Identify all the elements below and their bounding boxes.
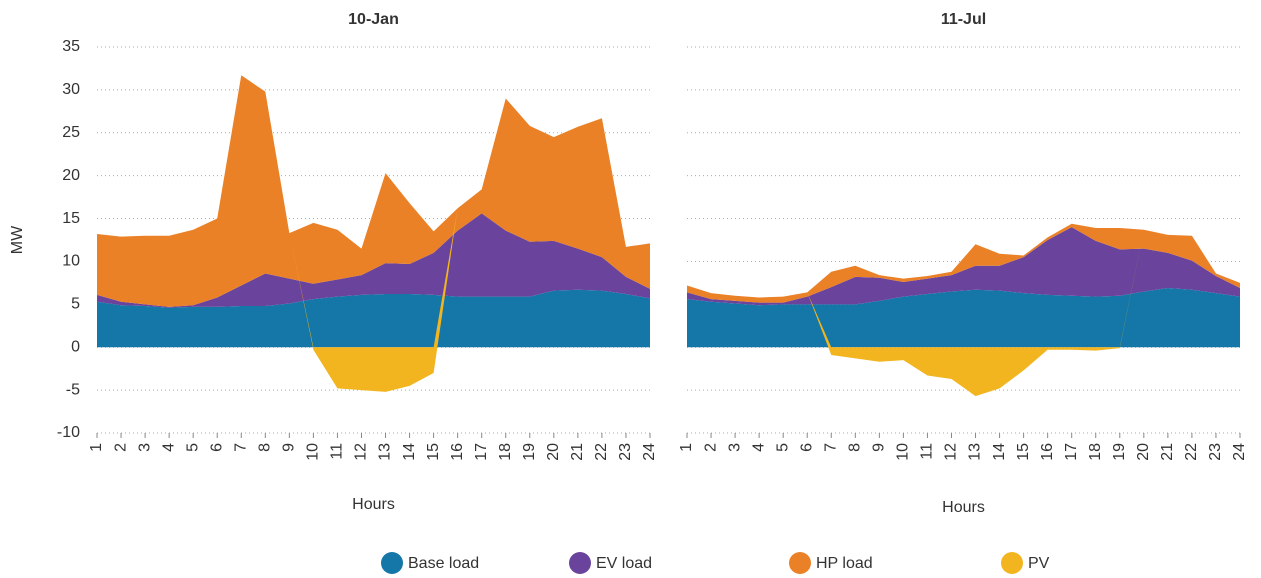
area (97, 289, 650, 348)
x-tick-label: 15 (1015, 443, 1032, 461)
x-axis-label: Hours (352, 496, 395, 513)
legend-swatch (789, 552, 811, 574)
x-tick-label: 2 (112, 443, 129, 452)
legend-swatch (569, 552, 591, 574)
area (687, 288, 1240, 348)
y-tick-label: 0 (71, 338, 80, 355)
x-tick-label: 19 (521, 443, 538, 461)
x-tick-label: 11 (919, 443, 936, 460)
x-tick-label: 13 (377, 443, 394, 461)
x-tick-label: 14 (401, 443, 418, 461)
x-tick-label: 7 (232, 443, 249, 452)
x-tick-label: 1 (678, 443, 695, 452)
x-tick-label: 17 (473, 443, 490, 461)
x-tick-label: 10 (305, 443, 322, 461)
area (97, 75, 650, 307)
y-tick-label: 35 (62, 38, 80, 55)
x-tick-label: 8 (847, 443, 864, 452)
y-tick-label: 25 (62, 124, 80, 141)
x-tick-label: 23 (617, 443, 634, 461)
x-tick-label: 20 (545, 443, 562, 461)
x-tick-label: 16 (449, 443, 466, 461)
y-tick-label: -10 (57, 424, 80, 441)
panel-title: 11-Jul (941, 11, 986, 28)
y-tick-label: 5 (71, 296, 80, 313)
x-tick-label: 17 (1063, 443, 1080, 461)
x-tick-label: 19 (1111, 443, 1128, 461)
x-tick-label: 8 (257, 443, 274, 452)
y-tick-label: 10 (62, 253, 80, 270)
x-tick-label: 22 (593, 443, 610, 461)
y-tick-label: 30 (62, 81, 80, 98)
y-tick-label: 20 (62, 167, 80, 184)
x-tick-label: 6 (798, 443, 815, 452)
x-tick-label: 3 (136, 443, 153, 452)
x-tick-label: 18 (497, 443, 514, 461)
x-tick-label: 24 (641, 443, 658, 461)
x-tick-label: 11 (329, 443, 346, 460)
x-tick-label: 4 (160, 443, 177, 452)
x-tick-label: 12 (353, 443, 370, 461)
x-tick-label: 13 (967, 443, 984, 461)
y-tick-label: -5 (66, 381, 80, 398)
legend-swatch (381, 552, 403, 574)
legend-label: PV (1028, 555, 1050, 572)
x-tick-label: 9 (281, 443, 298, 452)
x-tick-label: 12 (943, 443, 960, 461)
x-tick-label: 9 (871, 443, 888, 452)
x-tick-label: 18 (1087, 443, 1104, 461)
x-tick-label: 2 (702, 443, 719, 452)
legend-swatch (1001, 552, 1023, 574)
x-tick-label: 21 (569, 443, 586, 461)
legend-label: EV load (596, 555, 652, 572)
area (97, 213, 650, 308)
x-tick-label: 10 (895, 443, 912, 461)
x-tick-label: 22 (1183, 443, 1200, 461)
area (687, 229, 1240, 397)
x-tick-label: 21 (1159, 443, 1176, 461)
x-tick-label: 5 (184, 443, 201, 452)
x-tick-label: 7 (822, 443, 839, 452)
x-tick-label: 4 (750, 443, 767, 452)
x-tick-label: 23 (1207, 443, 1224, 461)
x-tick-label: 1 (88, 443, 105, 452)
area (687, 223, 1240, 303)
legend-label: HP load (816, 555, 873, 572)
panel-title: 10-Jan (348, 11, 399, 28)
x-tick-label: 15 (425, 443, 442, 461)
legend-label: Base load (408, 555, 479, 572)
x-tick-label: 16 (1039, 443, 1056, 461)
area (687, 227, 1240, 306)
x-tick-label: 6 (208, 443, 225, 452)
x-tick-label: 3 (726, 443, 743, 452)
x-tick-label: 20 (1135, 443, 1152, 461)
x-axis-label: Hours (942, 499, 985, 516)
x-tick-label: 5 (774, 443, 791, 452)
x-tick-label: 24 (1231, 443, 1248, 461)
y-tick-label: 15 (62, 210, 80, 227)
y-axis-label: MW (9, 225, 26, 254)
x-tick-label: 14 (991, 443, 1008, 461)
